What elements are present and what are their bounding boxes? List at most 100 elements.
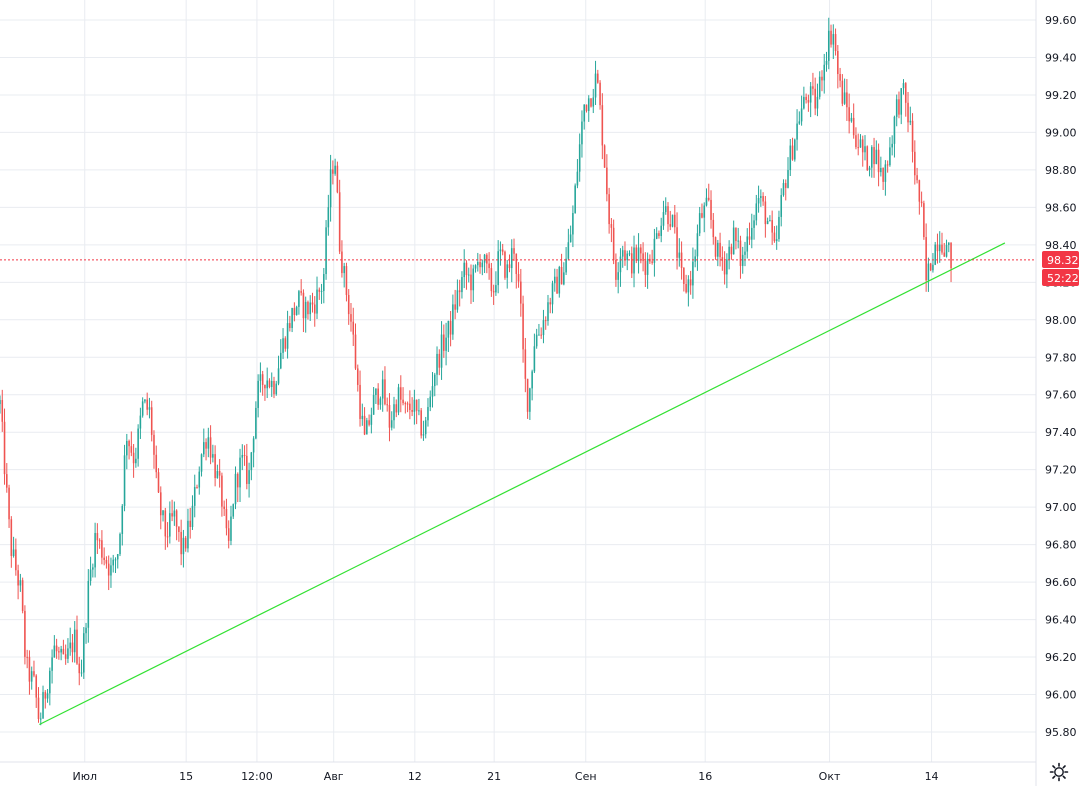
candle-body: [352, 321, 355, 335]
candle-body: [662, 212, 665, 226]
candle-body: [669, 224, 672, 227]
price-axis[interactable]: 99.6099.4099.2099.0098.8098.6098.4098.20…: [1045, 14, 1077, 739]
candle-body: [141, 401, 144, 416]
candle-body: [769, 220, 771, 222]
time-axis[interactable]: Июл 15 12:00 Авг 12 21 Сен 16 Окт 14: [72, 770, 938, 783]
candle-body: [914, 151, 916, 176]
candle-body: [182, 537, 185, 555]
candle-body: [805, 96, 807, 101]
candle-body: [279, 352, 282, 369]
candle-body: [198, 471, 201, 488]
candle-body: [501, 249, 504, 252]
candle-body: [499, 249, 502, 252]
time-badge-bg: [1042, 269, 1079, 286]
candle-body: [696, 233, 699, 257]
candle-body: [932, 264, 934, 271]
x-tick-label: 21: [487, 770, 501, 783]
candle-body: [363, 415, 366, 435]
candle-body: [452, 304, 454, 335]
candle-body: [418, 410, 420, 412]
candle-body: [420, 410, 422, 436]
candle-body: [28, 656, 31, 682]
candle-body: [232, 504, 235, 517]
candle-body: [542, 320, 545, 336]
candle-body: [146, 399, 148, 410]
y-tick-label: 97.00: [1045, 501, 1077, 514]
candle-body: [119, 533, 121, 555]
candle-body: [866, 146, 869, 171]
candle-body: [60, 648, 62, 653]
candle-body: [73, 629, 76, 653]
candle-body: [775, 239, 778, 242]
candle-body: [445, 337, 447, 351]
candle-body: [187, 520, 189, 549]
candle-body: [712, 219, 715, 238]
settings-button[interactable]: [1049, 762, 1069, 782]
candle-body: [366, 420, 368, 435]
candle-body: [153, 434, 155, 455]
candle-body: [323, 274, 325, 291]
candle-body: [223, 506, 225, 509]
candle-body: [178, 526, 180, 532]
candle-body: [69, 642, 71, 649]
candle-body: [821, 76, 823, 81]
candle-body: [162, 510, 164, 516]
candle-body: [567, 242, 570, 259]
candle-body: [916, 175, 918, 181]
y-tick-label: 96.60: [1045, 576, 1077, 589]
candle-body: [857, 147, 860, 149]
candle-body: [587, 98, 590, 111]
y-tick-label: 96.00: [1045, 689, 1077, 702]
candle-body: [524, 349, 527, 379]
candle-body: [189, 520, 192, 527]
candle-body: [560, 267, 563, 285]
candle-body: [33, 671, 35, 676]
candle-body: [332, 169, 334, 174]
candle-body: [313, 304, 316, 314]
candle-body: [78, 663, 81, 674]
candle-body: [221, 475, 223, 507]
candle-body: [243, 454, 246, 456]
candle-body: [433, 374, 436, 387]
candle-body: [911, 120, 914, 152]
candle-body: [705, 197, 708, 206]
candle-body: [846, 92, 848, 108]
candle-body: [855, 135, 857, 148]
candle-body: [465, 262, 468, 276]
candle-body: [302, 292, 305, 319]
y-tick-label: 95.80: [1045, 726, 1077, 739]
candle-body: [55, 645, 58, 652]
candle-body: [307, 301, 309, 315]
candle-body: [895, 99, 898, 117]
x-tick-label: Июл: [72, 770, 97, 783]
candle-body: [923, 203, 925, 238]
candle-body: [667, 206, 669, 225]
candle-body: [789, 145, 792, 171]
candle-body: [406, 403, 409, 405]
candle-body: [51, 657, 53, 671]
candle-body: [796, 123, 798, 140]
candle-body: [721, 257, 724, 261]
candle-body: [289, 323, 291, 329]
candle-body: [130, 446, 133, 453]
candle-body: [871, 147, 873, 168]
candle-body: [739, 240, 742, 266]
trendline[interactable]: [39, 242, 1006, 726]
candle-body: [193, 486, 196, 506]
candle-body: [395, 404, 398, 413]
candle-body: [741, 254, 744, 266]
candle-body: [909, 120, 912, 123]
candle-body: [343, 266, 345, 274]
candle-body: [89, 569, 92, 581]
candle-body: [508, 264, 511, 269]
candle-body: [166, 536, 169, 538]
candle-body: [35, 675, 38, 698]
candle-body: [646, 258, 649, 275]
candle-body: [393, 404, 395, 421]
candle-body: [205, 442, 207, 449]
candle-body: [825, 60, 828, 65]
candle-body: [87, 580, 90, 628]
candle-body: [481, 262, 484, 268]
candle-body: [413, 399, 416, 412]
